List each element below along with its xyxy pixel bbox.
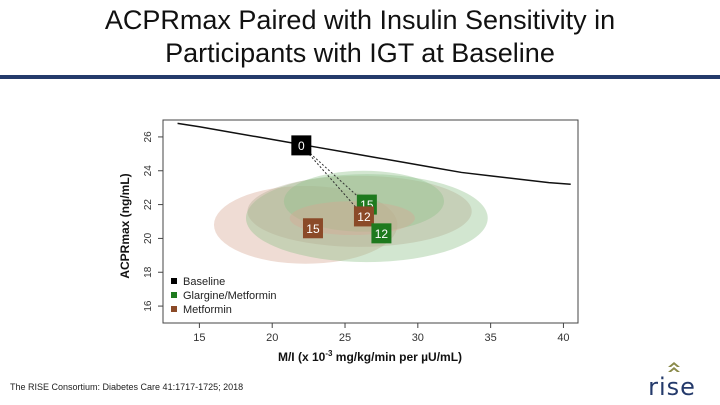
legend-label: Glargine/Metformin — [183, 290, 277, 302]
data-point-label: 12 — [357, 210, 371, 224]
x-tick-label: 15 — [193, 332, 205, 344]
x-tick-label: 40 — [557, 332, 569, 344]
x-tick-label: 30 — [412, 332, 424, 344]
data-point-label: 15 — [306, 222, 320, 236]
rise-logo-text: rise — [648, 373, 696, 398]
reference-curve — [177, 122, 571, 186]
y-tick-label: 22 — [143, 199, 154, 211]
y-tick-label: 20 — [143, 232, 154, 244]
data-point-marker — [371, 223, 392, 244]
legend-label: Metformin — [183, 304, 232, 316]
data-point-baseline: 0 — [291, 135, 312, 156]
data-point-metformin: 12 — [353, 206, 374, 227]
data-point-label: 0 — [298, 139, 305, 153]
data-point-glargine: 12 — [371, 223, 392, 244]
x-tick-label: 20 — [266, 332, 278, 344]
x-tick-label: 25 — [339, 332, 351, 344]
legend: Baseline Glargine/Metformin Metformin — [171, 276, 277, 316]
y-tick-label: 26 — [143, 131, 154, 143]
data-point-label: 12 — [375, 227, 389, 241]
legend-swatch — [171, 306, 177, 312]
y-axis-label: ACPRmax (ng/mL) — [118, 173, 132, 278]
title-divider — [0, 75, 720, 79]
data-point-metformin: 15 — [302, 218, 323, 239]
data-point-marker — [302, 218, 323, 239]
legend-swatch — [171, 278, 177, 284]
y-tick-label: 18 — [143, 266, 154, 278]
citation: The RISE Consortium: Diabetes Care 41:17… — [10, 382, 244, 392]
title-line-2: Participants with IGT at Baseline — [165, 38, 555, 68]
slide-title: ACPRmax Paired with Insulin Sensitivity … — [0, 4, 720, 70]
data-point-marker — [353, 206, 374, 227]
change-arrow — [300, 145, 368, 205]
title-line-1: ACPRmax Paired with Insulin Sensitivity … — [104, 5, 616, 35]
x-axis-label: M/I (x 10-3 mg/kg/min per µU/mL) — [278, 349, 462, 364]
legend-swatch — [171, 292, 177, 298]
legend-label: Baseline — [183, 276, 225, 288]
y-tick-label: 16 — [143, 300, 154, 312]
rise-logo: rise — [648, 362, 696, 398]
plot-frame — [162, 119, 579, 324]
y-tick-label: 24 — [143, 165, 154, 177]
x-tick-label: 35 — [485, 332, 497, 344]
data-point-marker — [291, 135, 312, 156]
